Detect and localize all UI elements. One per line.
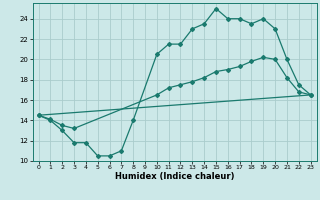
X-axis label: Humidex (Indice chaleur): Humidex (Indice chaleur) [115, 172, 234, 181]
